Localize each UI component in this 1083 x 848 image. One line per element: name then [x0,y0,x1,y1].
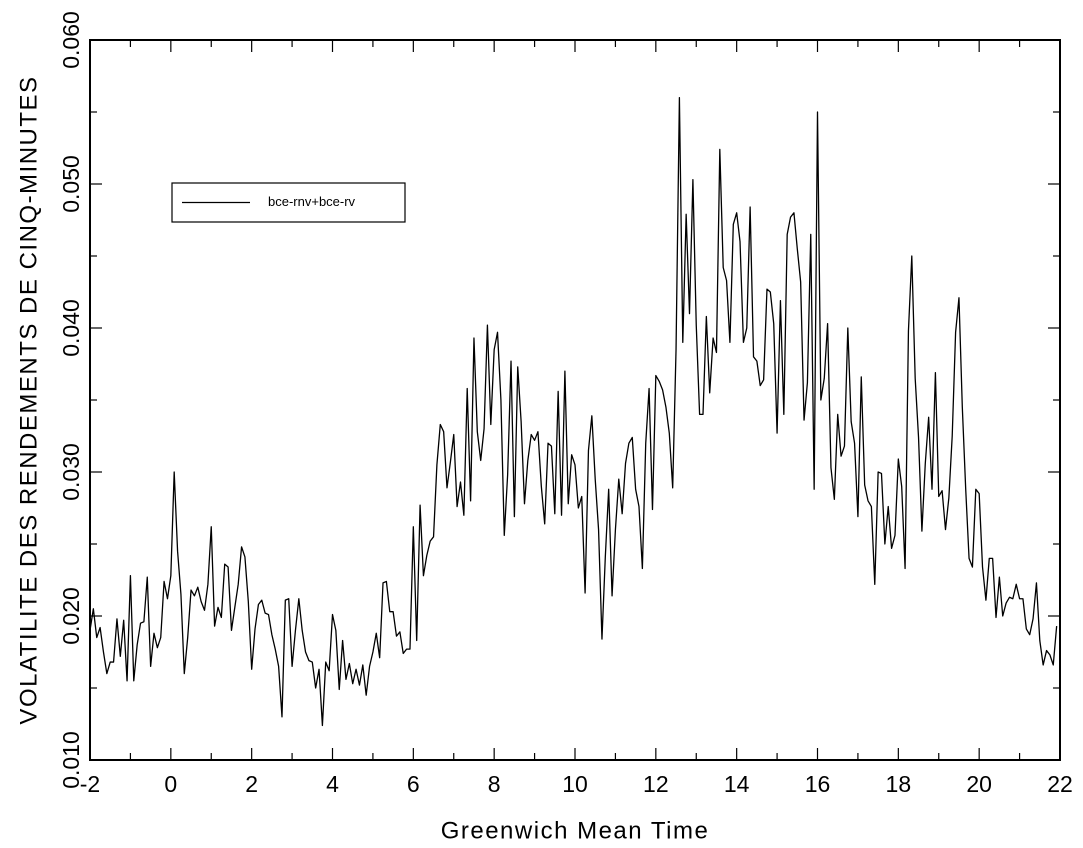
y-tick-label: 0.040 [58,299,84,357]
x-tick-label: 20 [966,771,992,797]
y-tick-label: 0.060 [58,11,84,69]
data-line [89,96,1058,727]
x-tick-label: 22 [1047,771,1073,797]
x-tick-label: 0 [164,771,177,797]
y-tick-label: 0.050 [58,155,84,213]
y-tick-label: 0.030 [58,443,84,501]
x-tick-label: 16 [805,771,831,797]
x-tick-label: 18 [886,771,912,797]
y-axis-label: VOLATILITE DES RENDEMENTS DE CINQ-MINUTE… [15,75,42,724]
x-tick-label: 8 [488,771,501,797]
y-tick-label: 0.020 [58,587,84,645]
x-axis-label: Greenwich Mean Time [441,817,710,844]
plot-frame [89,39,1061,761]
x-tick-label: 10 [562,771,588,797]
x-tick-label: 6 [407,771,420,797]
x-tick-label: 12 [643,771,669,797]
x-tick-label: 2 [245,771,258,797]
x-tick-label: -2 [80,771,100,797]
x-tick-label: 14 [724,771,750,797]
y-tick-label: 0.010 [58,731,84,789]
legend-label: bce-rnv+bce-rv [268,194,356,209]
x-tick-label: 4 [326,771,339,797]
